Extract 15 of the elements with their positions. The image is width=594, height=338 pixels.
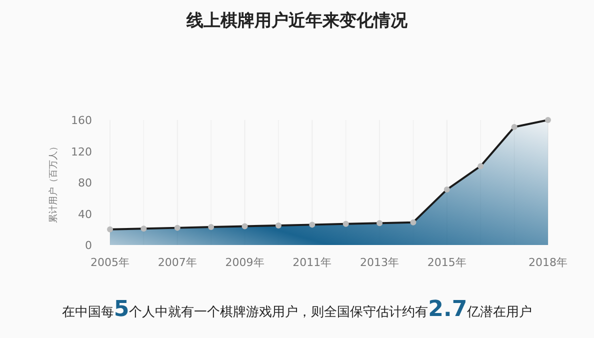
x-tick-label: 2005年 bbox=[90, 256, 130, 269]
x-tick-label: 2013年 bbox=[360, 256, 400, 269]
y-tick-label: 0 bbox=[85, 239, 92, 252]
y-tick-label: 120 bbox=[71, 145, 92, 158]
x-tick-label: 2018年 bbox=[528, 256, 568, 269]
chart-title: 线上棋牌用户近年来变化情况 bbox=[186, 11, 408, 31]
x-tick-label: 2007年 bbox=[158, 256, 197, 269]
y-tick-label: 160 bbox=[71, 114, 92, 127]
y-tick-label: 80 bbox=[78, 176, 92, 190]
text: 在中国每5个人中就有一个棋牌游戏用户，则全国保守估计约有2.7亿潜在用户 bbox=[62, 297, 532, 322]
x-tick-label: 2015年 bbox=[427, 256, 466, 269]
y-axis-title: 累计用户（百万人） bbox=[48, 142, 59, 223]
x-tick-label: 2011年 bbox=[292, 256, 332, 269]
x-tick-label: 2009年 bbox=[225, 256, 264, 269]
y-tick-label: 40 bbox=[78, 208, 92, 221]
